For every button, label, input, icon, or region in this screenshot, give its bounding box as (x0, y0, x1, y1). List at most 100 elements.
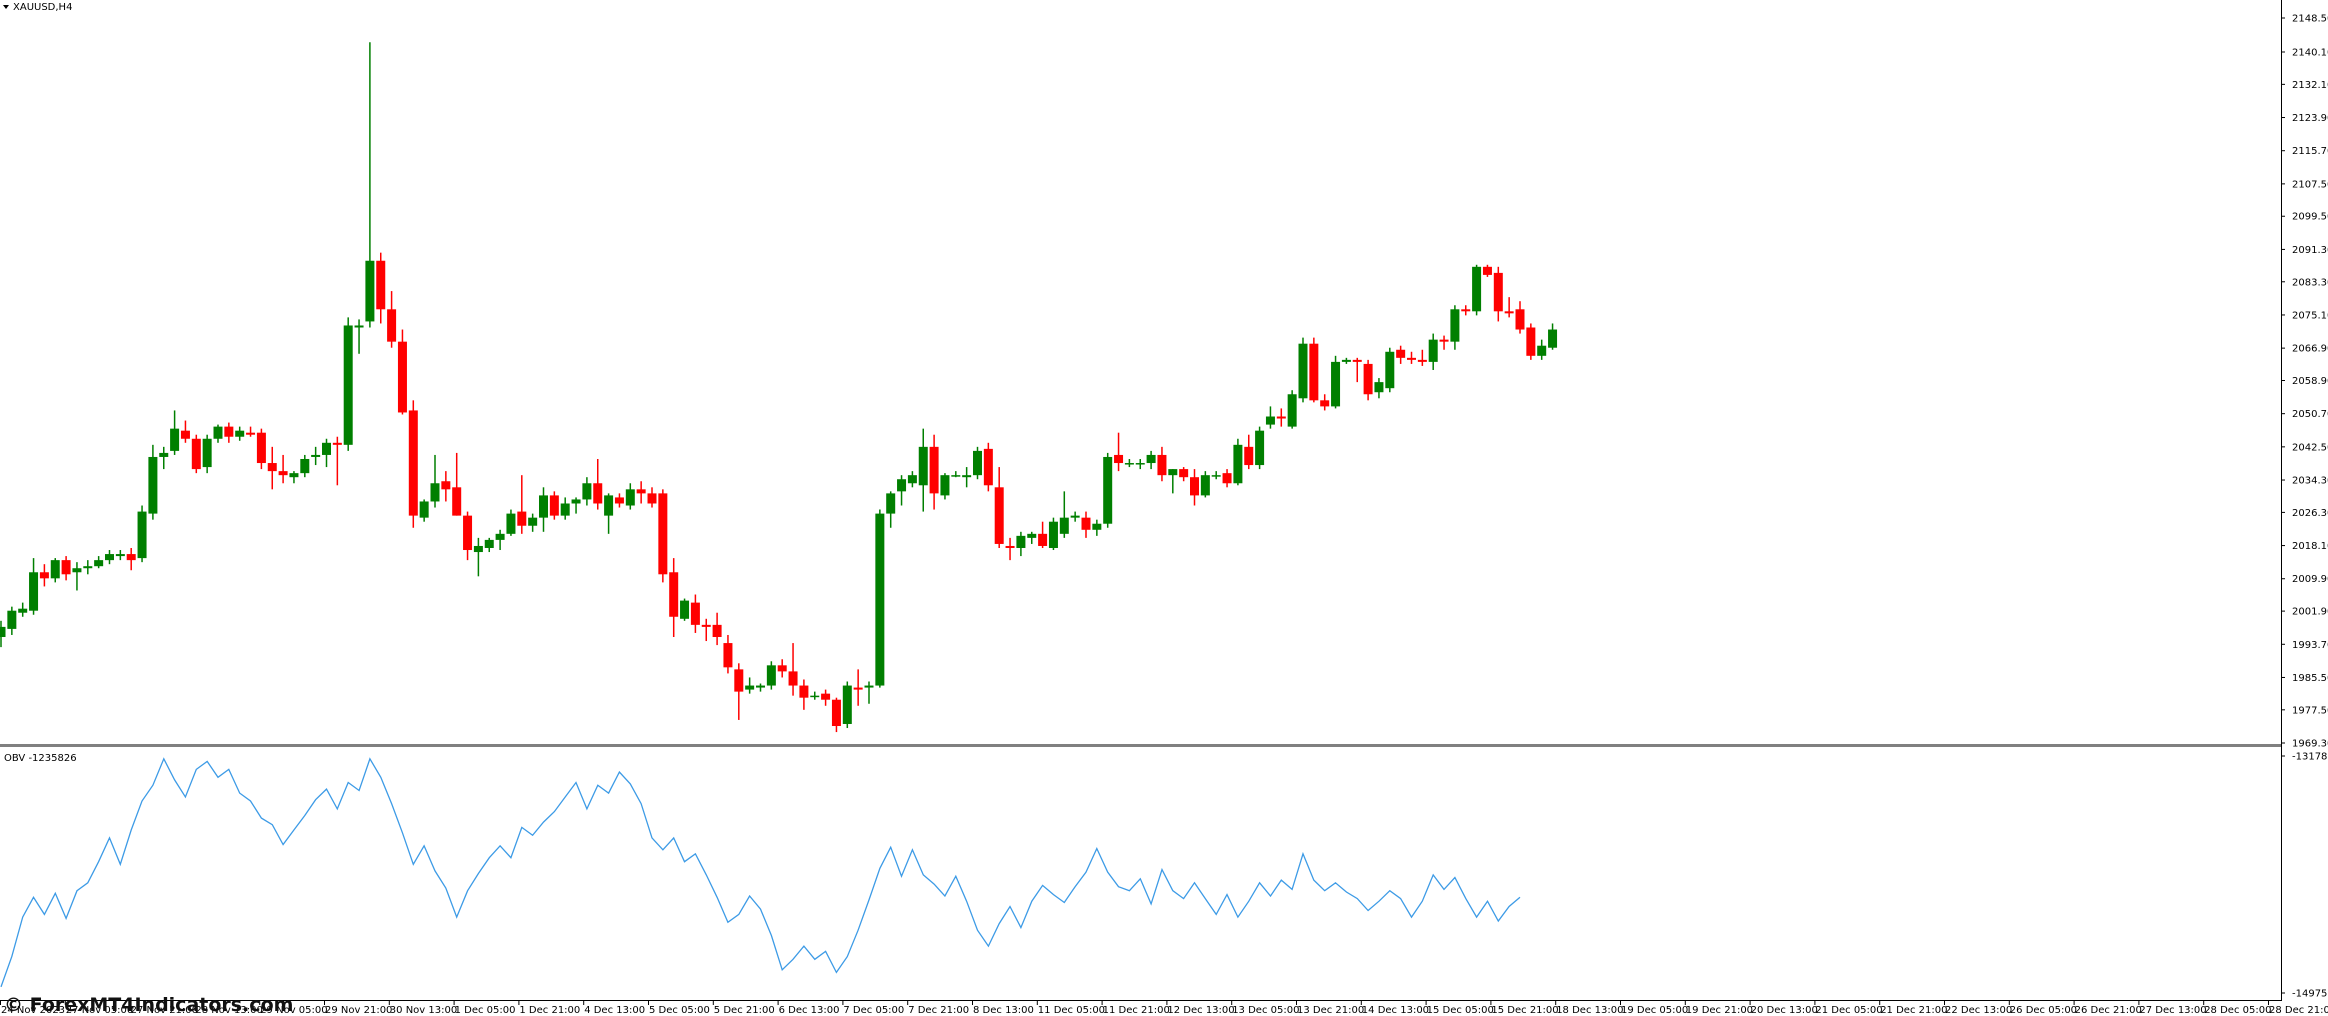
candle (973, 446, 982, 480)
time-tick-label: 15 Dec 05:00 (1427, 1005, 1494, 1016)
candle-body (539, 495, 548, 518)
chart-symbol-title: XAUUSD,H4 (13, 2, 72, 13)
candle (1168, 469, 1178, 494)
candle (560, 497, 570, 520)
candle (1407, 351, 1416, 364)
candle (159, 446, 169, 470)
candle (1211, 471, 1221, 480)
price-tick-label: 2075.10 (2292, 310, 2328, 321)
price-tick-label: 2009.90 (2292, 574, 2328, 585)
chart-menu-triangle-icon[interactable] (3, 5, 9, 9)
candle-body (571, 499, 581, 504)
candle-body (148, 456, 158, 514)
candle (213, 424, 223, 443)
candle-body (842, 685, 852, 724)
candle (300, 454, 310, 478)
candle-body (300, 458, 310, 474)
price-tick-label: 2058.90 (2292, 376, 2328, 387)
candle-body (278, 471, 288, 476)
candle-body (1320, 400, 1330, 407)
candle (1265, 406, 1275, 429)
candle-body (354, 325, 364, 328)
candle (72, 562, 82, 591)
time-tick-label: 13 Dec 05:00 (1232, 1005, 1299, 1016)
candle (907, 471, 917, 488)
candle (1461, 305, 1471, 316)
time-tick-label: 4 Dec 13:00 (584, 1005, 645, 1016)
candle-body (614, 497, 624, 504)
price-tick-label: 2050.70 (2292, 409, 2328, 420)
candle-body (235, 430, 245, 437)
candle (571, 497, 581, 514)
candle (0, 620, 6, 648)
candle-body (886, 493, 896, 514)
candle-body (1396, 349, 1406, 358)
candle-body (582, 483, 592, 500)
candle-body (625, 489, 635, 506)
candle (810, 691, 820, 700)
candle-body (1428, 339, 1438, 362)
candle-body (1059, 517, 1069, 534)
candle (777, 659, 787, 678)
candle-body (94, 560, 104, 567)
obv-tick-label: -1497592 (2292, 989, 2328, 1000)
candle-body (105, 554, 114, 561)
candle (604, 493, 614, 534)
candle-body (831, 699, 841, 727)
candle-body (907, 475, 917, 484)
candle (918, 428, 928, 512)
candle-body (864, 685, 874, 688)
candle (354, 319, 364, 354)
time-tick-label: 28 Dec 05:00 (2204, 1005, 2271, 1016)
candle (170, 410, 180, 455)
candle (680, 598, 690, 621)
candle-body (1016, 535, 1026, 548)
candle (1038, 521, 1048, 548)
candle-body (1244, 446, 1254, 466)
candle (1222, 469, 1232, 488)
candle-body (680, 600, 690, 619)
candle-body (1450, 309, 1460, 342)
time-tick-label: 19 Dec 05:00 (1621, 1005, 1688, 1016)
candle-body (1233, 444, 1243, 484)
candle (1363, 359, 1373, 401)
candle-body (1472, 266, 1482, 312)
candle-body (636, 489, 646, 494)
time-tick-label: 11 Dec 21:00 (1103, 1005, 1170, 1016)
candle-body (1081, 517, 1091, 530)
candle-body (929, 446, 939, 494)
candle (983, 442, 993, 492)
candle (528, 513, 538, 532)
time-tick-label: 13 Dec 21:00 (1297, 1005, 1364, 1016)
candle-body (289, 473, 299, 478)
time-tick-label: 12 Dec 13:00 (1167, 1005, 1234, 1016)
time-tick-label: 27 Nov 05:00 (66, 1005, 133, 1016)
candle (322, 438, 331, 468)
candle (441, 471, 451, 502)
candle-body (528, 517, 538, 526)
candle-body (1027, 533, 1037, 538)
candle-body (669, 572, 679, 617)
candle-body (973, 450, 982, 476)
candle (115, 550, 125, 561)
candle (1103, 452, 1113, 528)
candle-body (1331, 361, 1341, 407)
candle (821, 689, 831, 706)
candle (83, 560, 93, 575)
candle-body (1135, 463, 1145, 465)
candle (1320, 394, 1330, 411)
candle (126, 547, 136, 571)
candle (1439, 335, 1449, 350)
candle-body (593, 483, 603, 504)
candle-body (1385, 351, 1395, 389)
time-tick-label: 27 Nov 21:00 (131, 1005, 198, 1016)
time-tick-label: 26 Dec 21:00 (2075, 1005, 2142, 1016)
candle-body (1407, 357, 1416, 360)
candle-body (419, 501, 429, 518)
time-tick-label: 15 Dec 21:00 (1491, 1005, 1558, 1016)
candle-body (1363, 363, 1373, 395)
candle-body (115, 554, 125, 557)
candle (831, 697, 841, 733)
price-tick-label: 2066.90 (2292, 344, 2328, 355)
obv-axis: -1317875 -1497592 (2281, 752, 2328, 1000)
